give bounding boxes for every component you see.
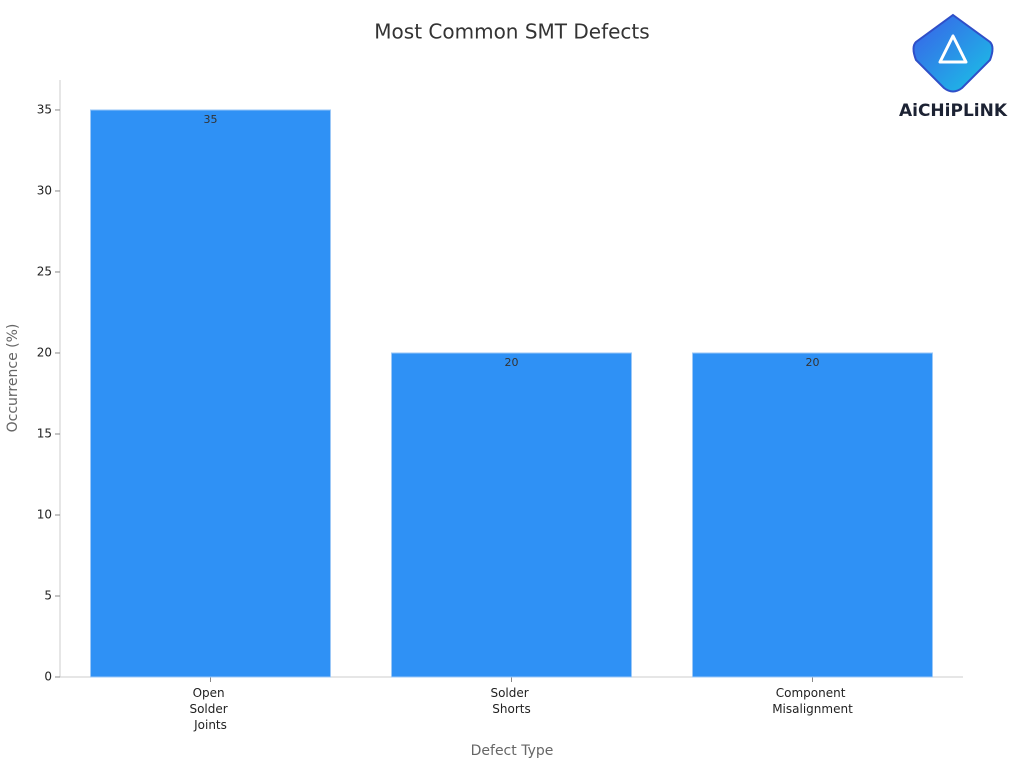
logo: AiCHiPLiNK	[899, 13, 1008, 121]
x-tick-label: Open Solder Joints	[189, 686, 231, 732]
value-label: 20	[806, 356, 820, 369]
bar	[692, 352, 933, 678]
x-tick-label-line: Component	[776, 686, 849, 700]
logo-glyph	[938, 34, 968, 64]
x-tick-label-line: Open	[193, 686, 229, 700]
y-tick-label: 10	[37, 507, 52, 521]
bar	[391, 352, 632, 678]
x-tick-label-line: Solder	[189, 702, 231, 716]
chart-title: Most Common SMT Defects	[374, 20, 649, 44]
x-axis-label: Defect Type	[471, 743, 554, 759]
logo-text: AiCHiPLiNK	[899, 101, 1008, 121]
x-tick-label: Component Misalignment	[772, 686, 853, 716]
y-tick-label: 35	[37, 102, 52, 116]
x-tick-label: Solder Shorts	[490, 686, 532, 716]
y-tick-label: 15	[37, 426, 52, 440]
value-label: 35	[204, 113, 218, 126]
y-tick-label: 25	[37, 264, 52, 278]
x-tick-label-line: Misalignment	[772, 702, 853, 716]
y-tick-label: 0	[44, 670, 52, 684]
y-tick-label: 20	[37, 345, 52, 359]
value-label: 20	[505, 356, 519, 369]
y-tick-label: 30	[37, 183, 52, 197]
y-tick-label: 5	[44, 588, 52, 602]
x-tick-label-line: Joints	[193, 718, 227, 732]
y-axis-label: Occurrence (%)	[5, 324, 21, 433]
bar	[90, 109, 331, 678]
x-tick-label-line: Solder	[490, 686, 532, 700]
x-tick-label-line: Shorts	[492, 702, 530, 716]
logo-icon	[912, 13, 994, 93]
